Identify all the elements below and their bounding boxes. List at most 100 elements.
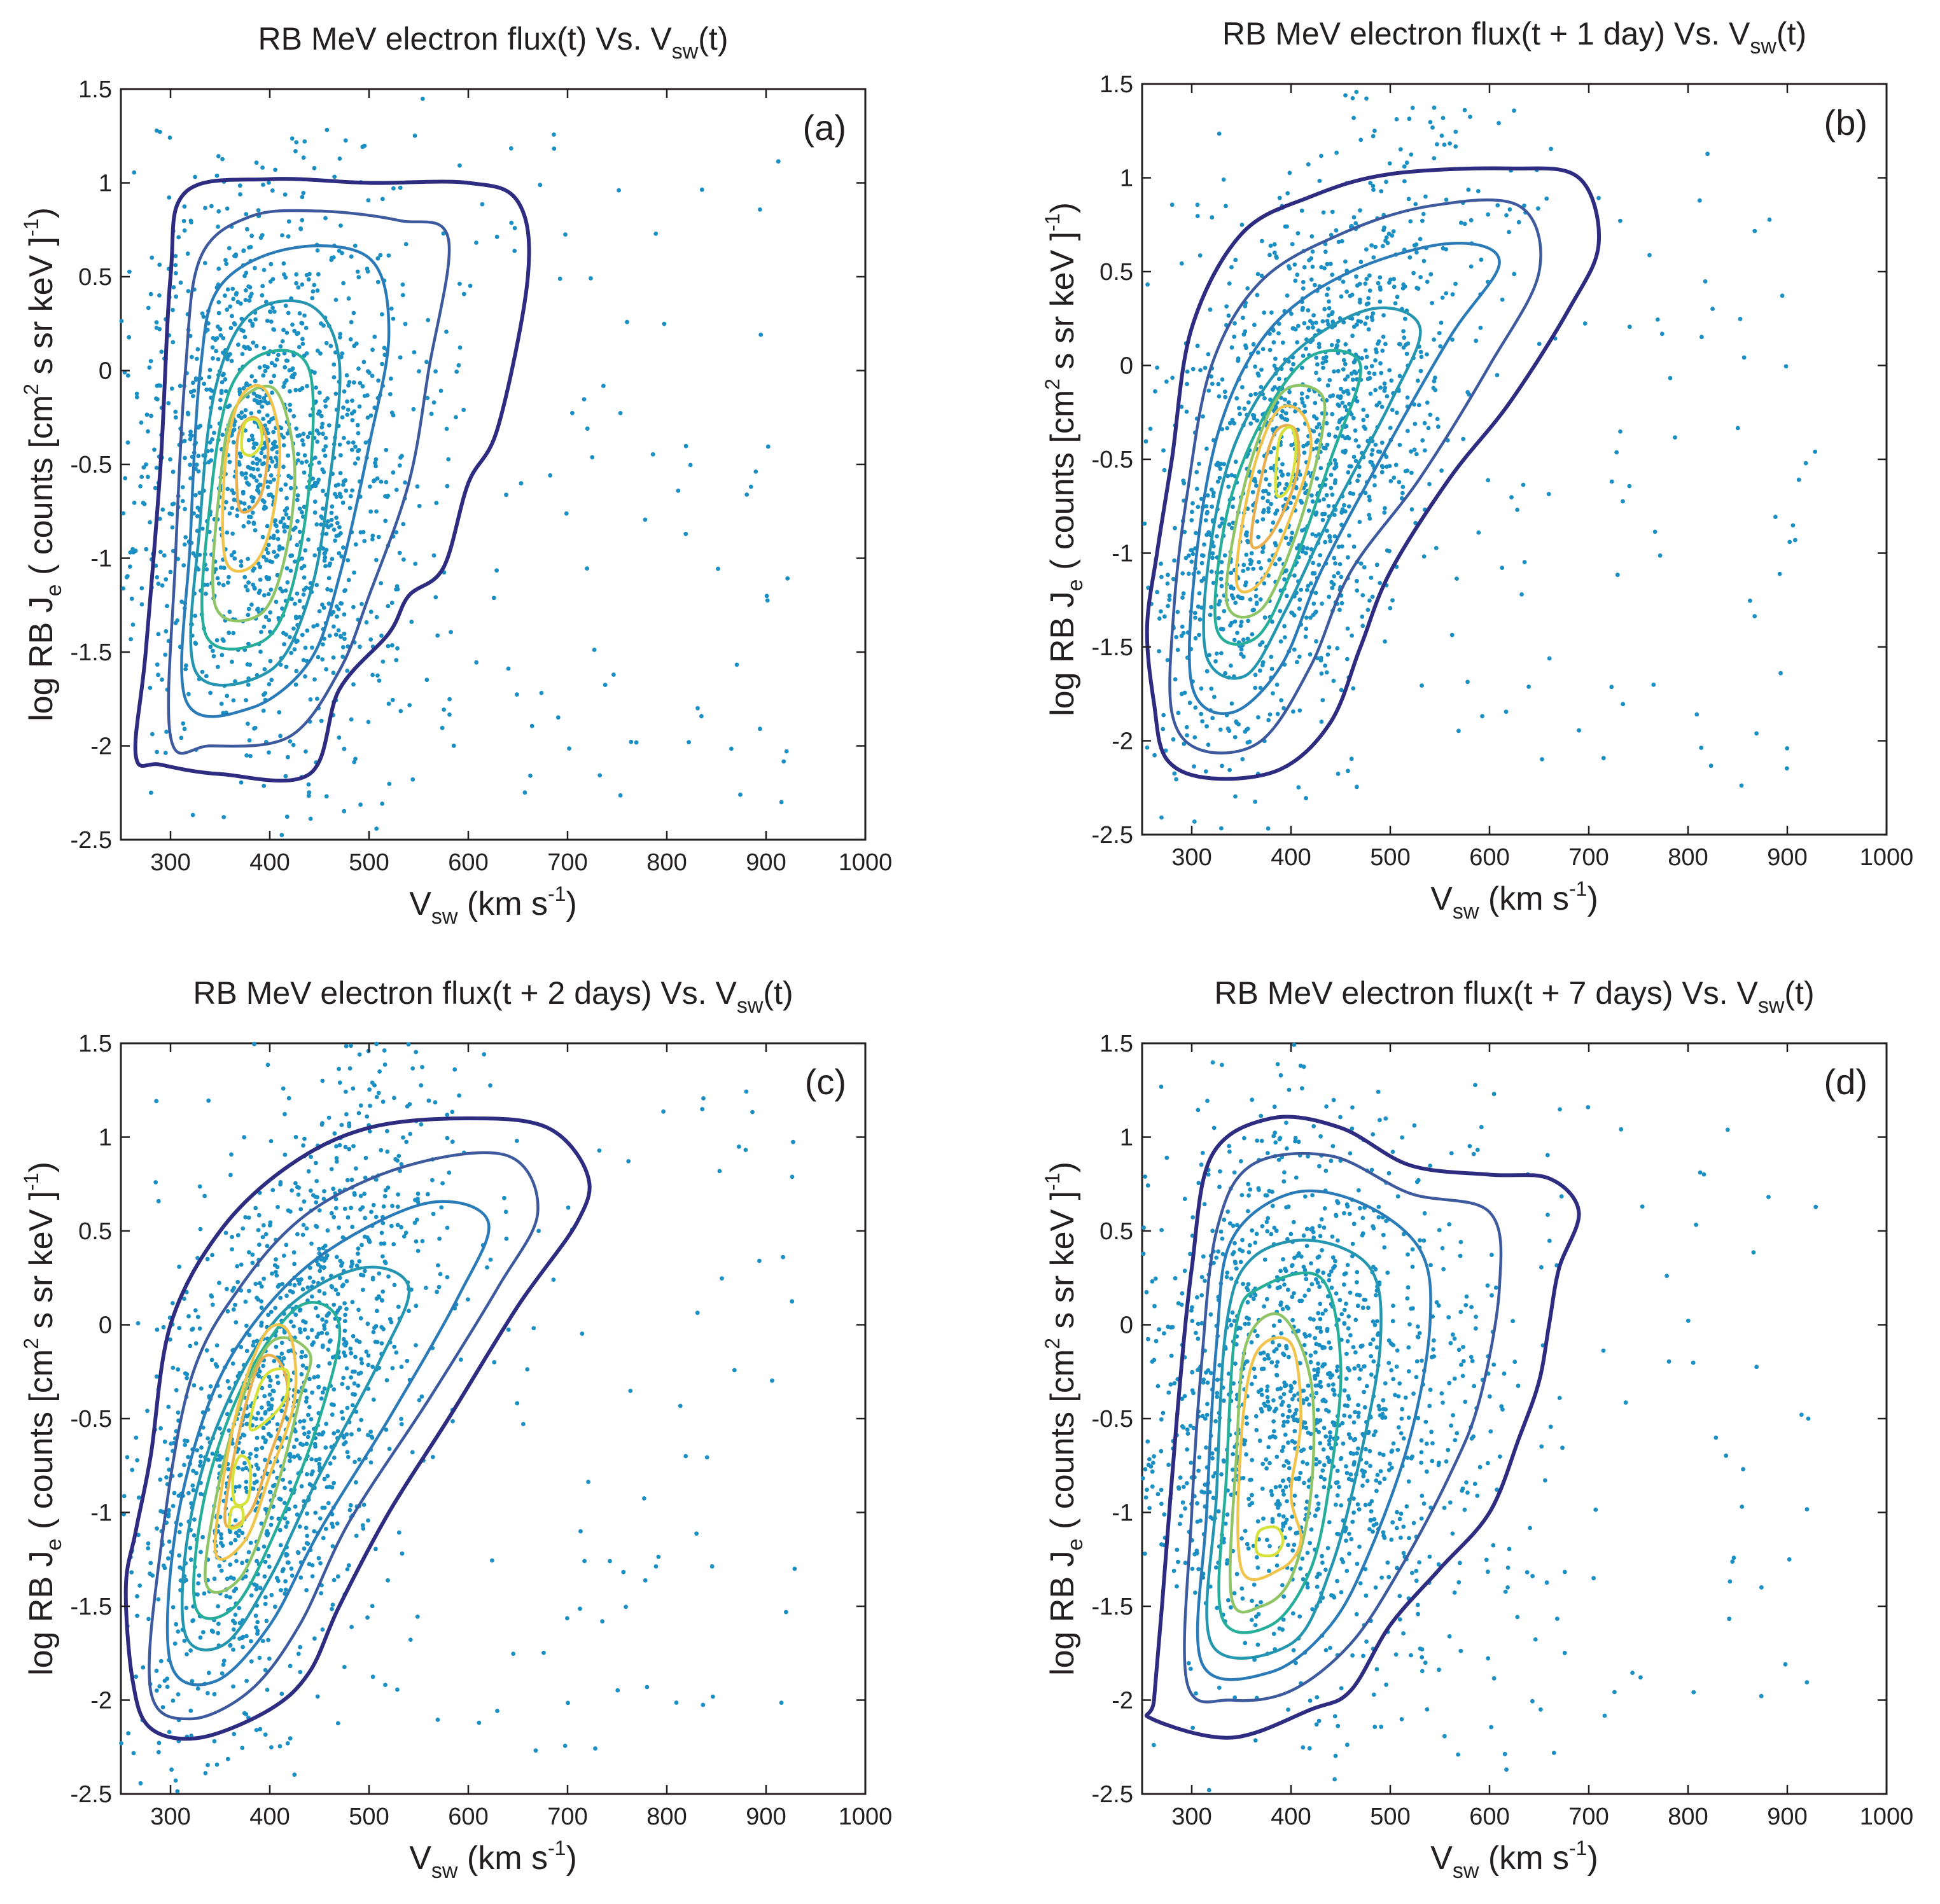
scatter-point [1196,203,1200,207]
scatter-point [1166,581,1170,586]
scatter-point [236,1534,241,1538]
scatter-point [1281,1307,1285,1312]
scatter-point [368,485,372,489]
scatter-point [414,1239,419,1244]
scatter-point [335,1521,340,1525]
scatter-point [1364,277,1369,281]
scatter-point [302,442,306,447]
scatter-point [174,1779,178,1783]
scatter-point [1327,534,1332,538]
scatter-point [1378,275,1383,280]
scatter-point [299,1355,304,1359]
scatter-point [362,539,366,543]
scatter-point [597,1148,602,1153]
scatter-point [342,1301,347,1305]
scatter-point [1255,419,1259,423]
scatter-point [335,521,340,525]
scatter-point [356,1308,361,1312]
scatter-point [1248,393,1253,398]
scatter-point [375,674,380,678]
scatter-point [163,1440,167,1444]
scatter-point [171,469,176,474]
scatter-point [290,1188,294,1193]
scatter-point [1240,757,1245,761]
scatter-point [1344,289,1349,294]
scatter-point [1196,1181,1201,1185]
scatter-point [221,1662,226,1667]
scatter-point [1804,461,1808,466]
scatter-point [225,307,229,312]
scatter-point [1388,464,1392,468]
scatter-point [266,1063,270,1067]
scatter-point [687,740,691,744]
scatter-point [1304,627,1308,631]
scatter-point [270,1272,274,1276]
scatter-point [1246,619,1250,623]
scatter-point [1373,245,1378,249]
scatter-point [183,1443,187,1447]
scatter-point [338,156,342,161]
contour-lines [136,179,529,781]
scatter-point [1269,466,1273,471]
scatter-point [362,360,366,365]
scatter-point [158,1426,163,1431]
scatter-point [366,369,370,373]
scatter-point [337,249,342,253]
scatter-point [1376,450,1381,454]
scatter-point [259,235,263,240]
scatter-point [1340,601,1344,606]
scatter-point [265,1529,269,1534]
scatter-point [558,277,562,281]
scatter-point [1526,684,1531,689]
scatter-point [244,1300,248,1304]
scatter-point [1250,1493,1254,1497]
scatter-point [1430,125,1435,130]
scatter-point [1311,1124,1316,1129]
scatter-point [1344,1377,1349,1381]
scatter-point [269,659,273,664]
scatter-point [1190,1215,1195,1220]
scatter-point [1389,479,1393,483]
scatter-point [431,1455,435,1459]
scatter-point [351,1334,356,1338]
scatter-point [314,1224,318,1228]
scatter-point [209,204,214,209]
scatter-point [377,1091,381,1095]
scatter-point [600,1619,604,1623]
scatter-point [1289,443,1294,447]
scatter-point [182,219,186,223]
scatter-point [1162,615,1167,619]
scatter-point [305,1396,309,1400]
scatter-point [1304,347,1308,351]
scatter-point [256,208,261,212]
scatter-point [219,1532,223,1536]
scatter-point [367,1087,372,1092]
scatter-point [512,249,517,253]
scatter-point [263,1602,268,1606]
scatter-point [1205,1402,1210,1407]
scatter-point [1246,1300,1250,1305]
scatter-point [313,1511,318,1515]
scatter-point [1164,379,1169,384]
scatter-point [288,368,292,373]
scatter-point [269,380,274,384]
scatter-point [280,589,284,594]
scatter-point [700,1107,704,1111]
scatter-point [1583,321,1588,326]
scatter-point [167,195,171,200]
scatter-point [305,1472,309,1477]
scatter-point [1504,1590,1508,1594]
scatter-point [192,1533,197,1538]
scatter-point [1192,735,1197,740]
scatter-point [1417,1560,1421,1565]
scatter-point [174,1622,178,1627]
scatter-point [1411,106,1415,110]
scatter-point [209,1295,214,1299]
scatter-point [1315,1722,1319,1727]
scatter-point [239,1263,244,1267]
scatter-point [1380,349,1385,353]
scatter-point [1297,606,1302,611]
scatter-point [1614,450,1619,455]
scatter-point [412,407,416,412]
scatter-point [468,284,473,288]
